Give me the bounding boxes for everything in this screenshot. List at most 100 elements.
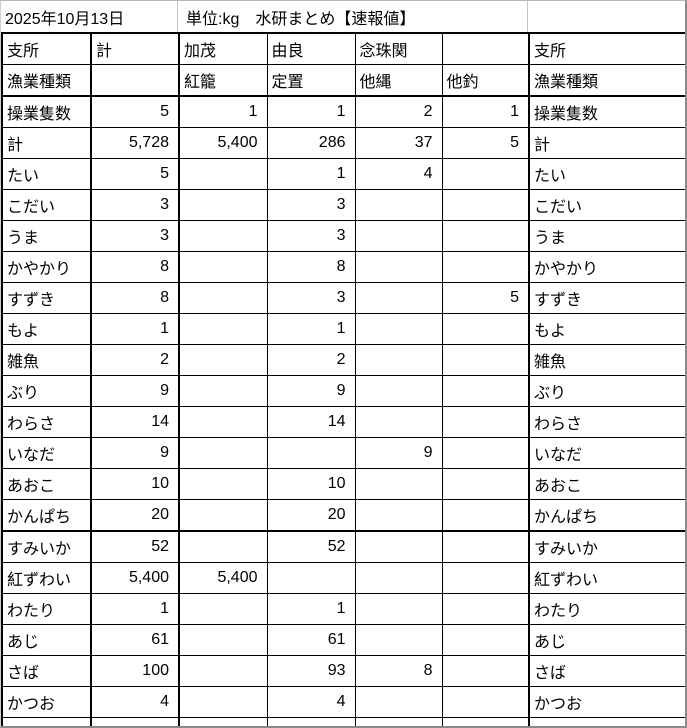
nezugaseki-value-cell[interactable]	[354, 468, 443, 500]
total-value-cell[interactable]: 3	[90, 220, 180, 252]
yura-value-cell[interactable]: 286	[266, 127, 356, 159]
total-value-cell[interactable]: 1	[90, 593, 180, 625]
nezugaseki-value-cell[interactable]	[354, 530, 443, 563]
tazuri-value-cell[interactable]	[441, 158, 530, 190]
tazuri-value-cell[interactable]: 1	[441, 95, 530, 128]
nezugaseki-value-cell[interactable]	[354, 282, 443, 314]
total-value-cell[interactable]: 20	[90, 499, 180, 532]
tazuri-value-cell[interactable]	[441, 251, 530, 283]
col-header-shisho-right[interactable]: 支所	[528, 32, 685, 65]
yura-value-cell[interactable]: 61	[266, 624, 356, 656]
nezugaseki-value-cell[interactable]	[354, 593, 443, 625]
nezugaseki-value-cell[interactable]	[354, 313, 443, 345]
species-label-left[interactable]: すみいか	[1, 530, 92, 563]
col-header-teichi[interactable]: 定置	[266, 64, 356, 97]
tazuri-value-cell[interactable]	[441, 499, 530, 532]
tazuri-value-cell[interactable]	[441, 593, 530, 625]
yura-value-cell[interactable]: 1	[266, 313, 356, 345]
species-label-right[interactable]: かんぱち	[528, 499, 685, 532]
tazuri-value-cell[interactable]	[441, 655, 530, 687]
kamo-value-cell[interactable]	[178, 593, 268, 625]
total-value-cell[interactable]: 8	[90, 282, 180, 314]
species-label-left[interactable]: さば	[1, 655, 92, 687]
total-value-cell[interactable]: 2	[90, 344, 180, 376]
total-value-cell[interactable]: 1	[90, 313, 180, 345]
total-value-cell[interactable]: 5,400	[90, 562, 180, 594]
species-label-right[interactable]: さば	[528, 655, 685, 687]
species-label-left[interactable]: 操業隻数	[1, 95, 92, 128]
nezugaseki-value-cell[interactable]: 9	[354, 437, 443, 469]
species-label-left[interactable]: ぶり	[1, 375, 92, 407]
kamo-value-cell[interactable]	[178, 220, 268, 252]
kamo-value-cell[interactable]: 1	[178, 95, 268, 128]
species-label-right[interactable]: 雑魚	[528, 344, 685, 376]
date-cell[interactable]: 2025年10月13日	[1, 1, 178, 32]
col-header-gyogyou-left[interactable]: 漁業種類	[1, 64, 92, 97]
tazuri-value-cell[interactable]: 5	[441, 127, 530, 159]
kamo-value-cell[interactable]	[178, 717, 268, 726]
nezugaseki-value-cell[interactable]	[354, 406, 443, 438]
yura-value-cell[interactable]: 3	[266, 282, 356, 314]
species-label-left[interactable]: わたり	[1, 593, 92, 625]
species-label-left[interactable]: かんぱち	[1, 499, 92, 532]
col-header-gyogyou-right[interactable]: 漁業種類	[528, 64, 685, 97]
kamo-value-cell[interactable]	[178, 437, 268, 469]
kamo-value-cell[interactable]	[178, 655, 268, 687]
kamo-value-cell[interactable]: 5,400	[178, 127, 268, 159]
tazuri-value-cell[interactable]	[441, 375, 530, 407]
nezugaseki-value-cell[interactable]: 8	[354, 655, 443, 687]
species-label-left[interactable]: もよ	[1, 313, 92, 345]
yura-value-cell[interactable]: 1	[266, 95, 356, 128]
tazuri-value-cell[interactable]	[441, 313, 530, 345]
kamo-value-cell[interactable]	[178, 189, 268, 221]
nezugaseki-value-cell[interactable]	[354, 189, 443, 221]
total-value-cell[interactable]: 100	[90, 655, 180, 687]
species-label-left[interactable]: あじ	[1, 624, 92, 656]
nezugaseki-value-cell[interactable]	[354, 220, 443, 252]
col-header-kamo[interactable]: 加茂	[178, 32, 268, 65]
tazuri-value-cell[interactable]	[441, 406, 530, 438]
total-value-cell[interactable]: 52	[90, 530, 180, 563]
species-label-right[interactable]: あおこ	[528, 468, 685, 500]
yura-value-cell[interactable]	[266, 562, 356, 594]
species-label-left[interactable]: あおこ	[1, 468, 92, 500]
kamo-value-cell[interactable]	[178, 158, 268, 190]
col-header-tanawa[interactable]: 他縄	[354, 64, 443, 97]
nezugaseki-value-cell[interactable]	[354, 344, 443, 376]
yura-value-cell[interactable]: 93	[266, 655, 356, 687]
nezugaseki-value-cell[interactable]: 4	[354, 158, 443, 190]
nezugaseki-value-cell[interactable]: 37	[354, 127, 443, 159]
tazuri-value-cell[interactable]	[441, 468, 530, 500]
species-label-left[interactable]: かつお	[1, 686, 92, 718]
tazuri-value-cell[interactable]: 5	[441, 282, 530, 314]
kamo-value-cell[interactable]	[178, 313, 268, 345]
yura-value-cell[interactable]: 4	[266, 686, 356, 718]
species-label-right[interactable]: ぶり	[528, 375, 685, 407]
col-header-tazuri[interactable]: 他釣	[441, 64, 530, 97]
yura-value-cell[interactable]: 2	[266, 717, 356, 726]
kamo-value-cell[interactable]	[178, 282, 268, 314]
total-value-cell[interactable]: 5	[90, 158, 180, 190]
species-label-left[interactable]: かやかり	[1, 251, 92, 283]
yura-value-cell[interactable]: 3	[266, 220, 356, 252]
species-label-right[interactable]: こだい	[528, 189, 685, 221]
yura-value-cell[interactable]: 52	[266, 530, 356, 563]
yura-value-cell[interactable]: 14	[266, 406, 356, 438]
species-label-right[interactable]: わたり	[528, 593, 685, 625]
kamo-value-cell[interactable]	[178, 530, 268, 563]
species-label-right[interactable]: 計	[528, 127, 685, 159]
kamo-value-cell[interactable]	[178, 499, 268, 532]
nezugaseki-value-cell[interactable]: 17	[354, 717, 443, 726]
nezugaseki-value-cell[interactable]: 2	[354, 95, 443, 128]
col-header-shisho-left[interactable]: 支所	[1, 32, 92, 65]
total-value-cell[interactable]: 5,728	[90, 127, 180, 159]
kamo-value-cell[interactable]	[178, 251, 268, 283]
nezugaseki-value-cell[interactable]	[354, 499, 443, 532]
species-label-left[interactable]: わらさ	[1, 406, 92, 438]
total-value-cell[interactable]: 8	[90, 251, 180, 283]
kamo-value-cell[interactable]	[178, 344, 268, 376]
yura-value-cell[interactable]: 9	[266, 375, 356, 407]
yura-value-cell[interactable]	[266, 437, 356, 469]
total-value-cell[interactable]: 20	[90, 717, 180, 726]
kamo-value-cell[interactable]: 5,400	[178, 562, 268, 594]
